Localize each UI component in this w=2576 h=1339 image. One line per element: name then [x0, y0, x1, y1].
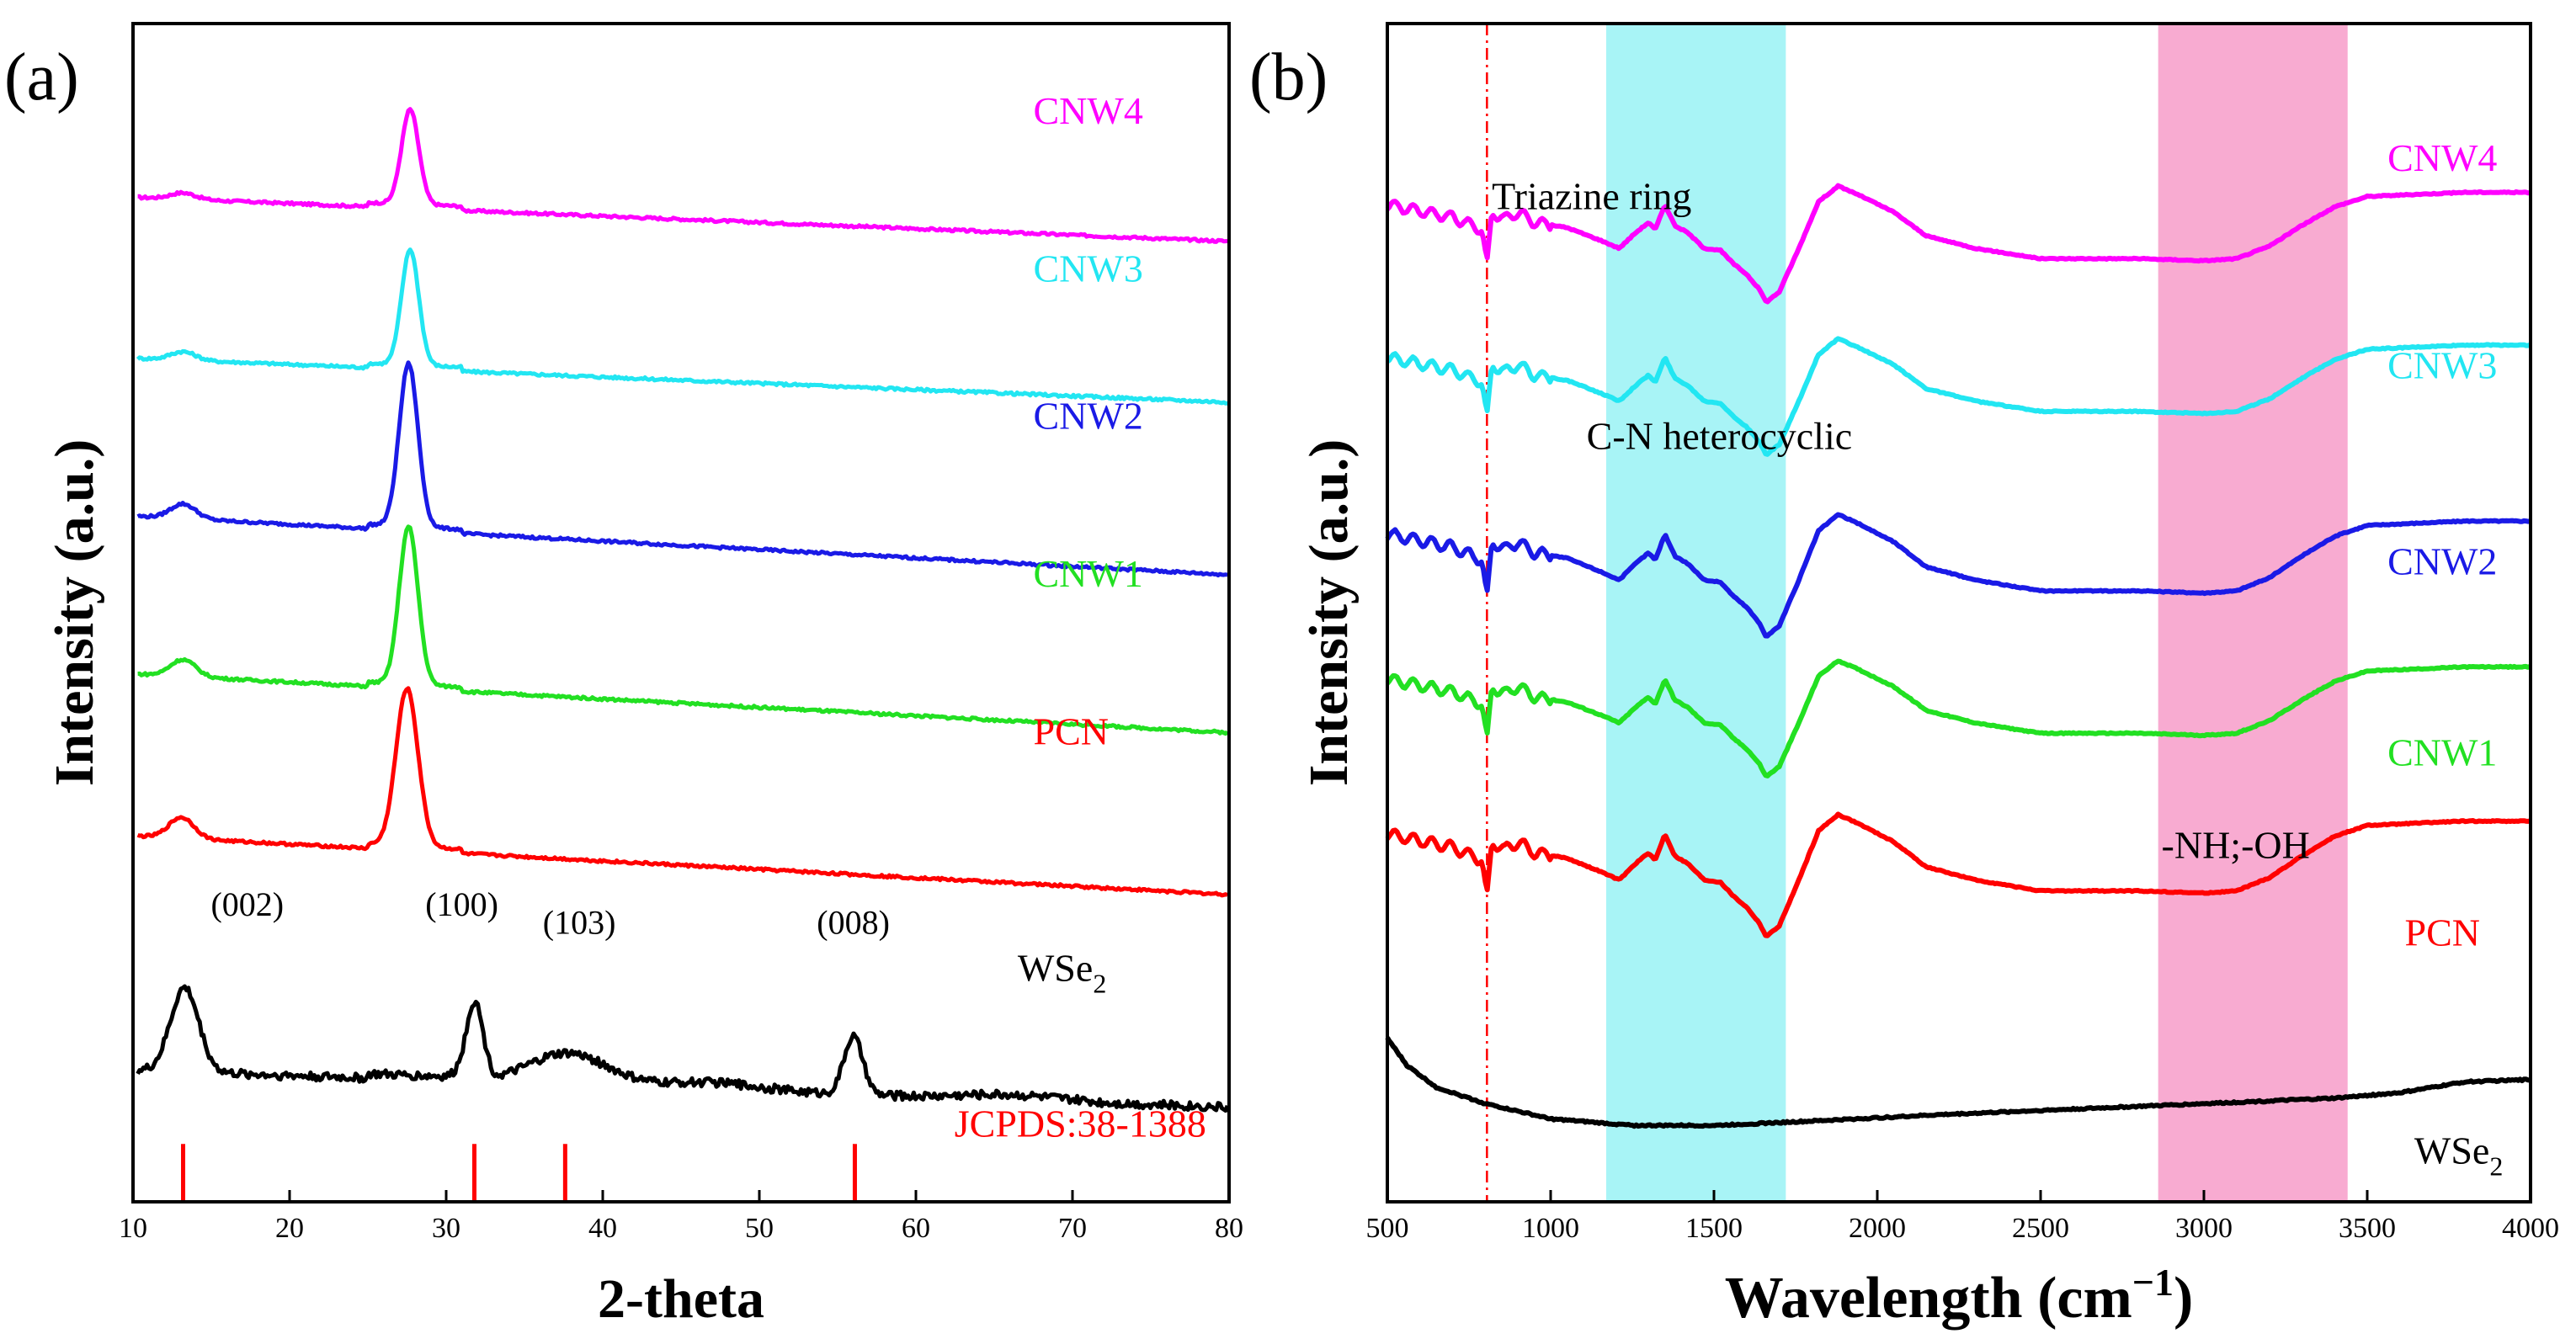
xrd-wse2-label-subscript: 2	[1093, 969, 1106, 999]
ftir-series-label-cnw4: CNW4	[2387, 136, 2497, 179]
ftir-tick-label: 1500	[1685, 1213, 1743, 1244]
xrd-peak-annotation-008: (008)	[817, 903, 890, 941]
ftir-y-axis-label: Intensity (a.u.)	[1298, 439, 1360, 787]
xrd-series-cnw3	[136, 247, 1228, 406]
ftir-x-axis-label-sup: −1	[2132, 1261, 2174, 1304]
ftir-wse2-label-base: WSe	[2414, 1129, 2489, 1172]
ftir-series-label-wse2: WSe2	[2414, 1129, 2503, 1182]
ftir-wse2-label-subscript: 2	[2489, 1151, 2503, 1182]
ftir-frame	[1386, 22, 2532, 1204]
ftir-series-cnw1	[1385, 658, 2531, 778]
ftir-x-axis-label: Wavelength (cm−1)	[1725, 1261, 2194, 1331]
xrd-series-label-cnw1: CNW1	[1034, 552, 1143, 595]
xrd-series-cnw4	[137, 107, 1228, 244]
ftir-panel: (b) CNW4 CNW3 CNW2 CNW1 PCN WSe2 Triazine ring…	[1249, 22, 2559, 1331]
xrd-series-cnw2	[136, 360, 1228, 578]
ftir-tick-label: 2000	[1849, 1213, 1906, 1244]
xrd-tick-label: 30	[432, 1213, 460, 1244]
xrd-panel: (a) CNW4 CNW3 CNW2 CNW1 PCN WSe2 (002) (100) (10…	[4, 22, 1243, 1330]
xrd-tick-label: 40	[588, 1213, 617, 1244]
ftir-tick-label: 3000	[2175, 1213, 2233, 1244]
ftir-tick-label: 500	[1366, 1213, 1409, 1244]
xrd-tick-label: 20	[275, 1213, 304, 1244]
ftir-annotation-nh-oh: -NH;-OH	[2162, 824, 2310, 867]
panel-label-a: (a)	[4, 40, 79, 114]
xrd-peak-annotation-002: (002)	[210, 885, 284, 923]
xrd-y-axis-label: Intensity (a.u.)	[44, 439, 105, 787]
ftir-bands	[1605, 24, 2348, 1202]
xrd-tick-label: 10	[119, 1213, 147, 1244]
xrd-tick-label: 80	[1215, 1213, 1243, 1244]
xrd-x-ticks: 10 20 30 40 50 60 70 80	[119, 1190, 1243, 1244]
ftir-series-cnw2	[1385, 512, 2531, 639]
ftir-series-label-pcn: PCN	[2404, 911, 2479, 954]
xrd-tick-label: 60	[902, 1213, 930, 1244]
xrd-series-label-wse2: WSe2	[1018, 947, 1106, 999]
panel-label-b: (b)	[1249, 40, 1328, 114]
ftir-x-axis-label-main: Wavelength (cm	[1725, 1266, 2132, 1331]
ftir-x-ticks: 500 1000 1500 2000 2500 3000 3500 4000	[1366, 1190, 2559, 1244]
xrd-peak-annotation-103: (103)	[543, 903, 616, 941]
xrd-series-pcn	[136, 686, 1229, 898]
xrd-series-label-cnw3: CNW3	[1034, 247, 1143, 290]
xrd-peak-annotation-100: (100)	[425, 885, 498, 923]
ftir-series-label-cnw1: CNW1	[2387, 731, 2497, 773]
nh-oh-band	[2158, 24, 2348, 1202]
xrd-tick-label: 50	[745, 1213, 774, 1244]
ftir-series-wse	[1385, 1036, 2531, 1129]
xrd-series-label-cnw4: CNW4	[1034, 89, 1143, 132]
ftir-series-label-cnw3: CNW3	[2387, 343, 2497, 386]
xrd-wse2-label-base: WSe	[1018, 947, 1093, 990]
xrd-frame	[131, 22, 1231, 1204]
ftir-tick-label: 4000	[2502, 1213, 2559, 1244]
ftir-plot-area: CNW4 CNW3 CNW2 CNW1 PCN WSe2 Triazine ring C-N …	[1385, 24, 2531, 1202]
ftir-x-axis-label-close: )	[2174, 1266, 2193, 1331]
ftir-tick-label: 3500	[2339, 1213, 2396, 1244]
xrd-reference-label: JCPDS:38-1388	[955, 1103, 1206, 1145]
ftir-series-pcn	[1385, 811, 2531, 938]
xrd-tick-label: 70	[1058, 1213, 1087, 1244]
ftir-annotation-triazine-ring: Triazine ring	[1492, 174, 1691, 217]
xrd-series-wse	[136, 984, 1230, 1113]
xrd-series-label-pcn: PCN	[1034, 709, 1109, 752]
ftir-series-cnw3	[1386, 336, 2531, 457]
ftir-series-cnw4	[1385, 183, 2531, 305]
c-n-heterocyclic-band	[1605, 24, 1786, 1202]
ftir-tick-label: 2500	[2012, 1213, 2069, 1244]
xrd-series-cnw1	[137, 524, 1229, 736]
ftir-tick-label: 1000	[1522, 1213, 1579, 1244]
ftir-annotation-c-n-heterocyclic: C-N heterocyclic	[1587, 415, 1852, 458]
ftir-series-label-cnw2: CNW2	[2387, 540, 2497, 583]
xrd-x-axis-label: 2-theta	[598, 1268, 764, 1330]
xrd-series-label-cnw2: CNW2	[1034, 394, 1143, 437]
xrd-plot-area: CNW4 CNW3 CNW2 CNW1 PCN WSe2 (002) (100) (103) (0…	[136, 89, 1230, 1202]
